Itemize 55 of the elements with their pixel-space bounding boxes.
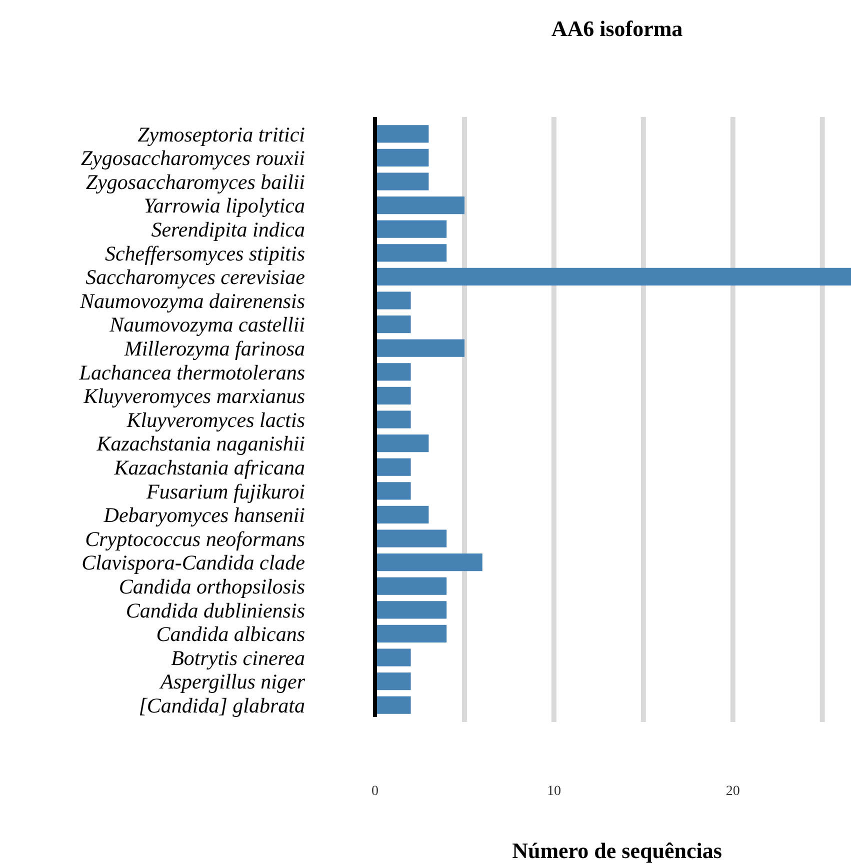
y-tick-label: Millerozyma farinosa <box>123 336 305 360</box>
y-tick-label: Candida orthopsilosis <box>118 574 305 598</box>
y-tick-label: Yarrowia lipolytica <box>144 194 305 218</box>
bar <box>375 601 447 619</box>
y-tick-label: Kluyveromyces marxianus <box>82 384 305 408</box>
x-tick-label: 0 <box>372 784 378 799</box>
bar <box>375 624 447 643</box>
y-tick-label: Botrytis cinerea <box>171 646 305 670</box>
y-tick-label: Saccharomyces cerevisiae <box>86 265 305 290</box>
bar <box>375 268 851 286</box>
bar <box>375 363 411 381</box>
y-tick-label: Zygosaccharomyces bailii <box>86 170 306 194</box>
y-tick-label: Zygosaccharomyces rouxii <box>80 146 306 170</box>
bar <box>375 696 411 714</box>
bar <box>375 482 411 500</box>
bar <box>375 434 429 452</box>
y-tick-label: Scheffersomyces stipitis <box>104 241 305 266</box>
bar <box>375 339 464 357</box>
y-tick-label: Zymoseptoria tritici <box>138 122 306 146</box>
y-tick-label: Serendipita indica <box>151 217 305 242</box>
bar <box>375 458 411 476</box>
bar <box>375 672 411 690</box>
chart-title: AA6 isoforma <box>551 16 683 41</box>
bar <box>375 148 429 167</box>
bar <box>375 244 447 262</box>
bar <box>375 506 429 524</box>
y-tick-label: Clavispora-Candida clade <box>82 550 305 575</box>
x-tick-label: 10 <box>546 784 561 799</box>
bar <box>375 386 411 405</box>
bar <box>375 196 464 214</box>
y-tick-label: Cryptococcus neoformans <box>85 526 305 551</box>
y-tick-label: Naumovozyma castellii <box>108 312 306 337</box>
y-tick-label: Naumovozyma dairenensis <box>79 288 305 313</box>
y-tick-label: Debaryomyces hansenii <box>102 503 306 528</box>
y-tick-label: [Candida] glabrata <box>138 693 305 718</box>
bar <box>375 648 411 666</box>
y-tick-label: Aspergillus niger <box>158 670 306 694</box>
bar <box>375 553 482 572</box>
y-tick-label: Candida dubliniensis <box>126 598 305 622</box>
x-tick-label: 20 <box>726 784 740 799</box>
y-tick-label: Kluyveromyces lactis <box>126 408 305 432</box>
bar <box>375 577 447 595</box>
x-axis-title: Número de sequências <box>512 838 722 863</box>
y-tick-label: Fusarium fujikuroi <box>146 479 306 504</box>
y-tick-label: Kazachstania africana <box>113 455 305 480</box>
bar <box>375 292 411 310</box>
y-tick-label: Candida albicans <box>156 622 305 646</box>
y-tick-label: Kazachstania naganishii <box>96 432 306 456</box>
bar <box>375 125 429 143</box>
bar <box>375 315 411 334</box>
y-tick-label: Lachancea thermotolerans <box>78 360 305 384</box>
bar <box>375 172 429 190</box>
bar <box>375 530 447 548</box>
bar <box>375 220 447 238</box>
bar <box>375 410 411 428</box>
